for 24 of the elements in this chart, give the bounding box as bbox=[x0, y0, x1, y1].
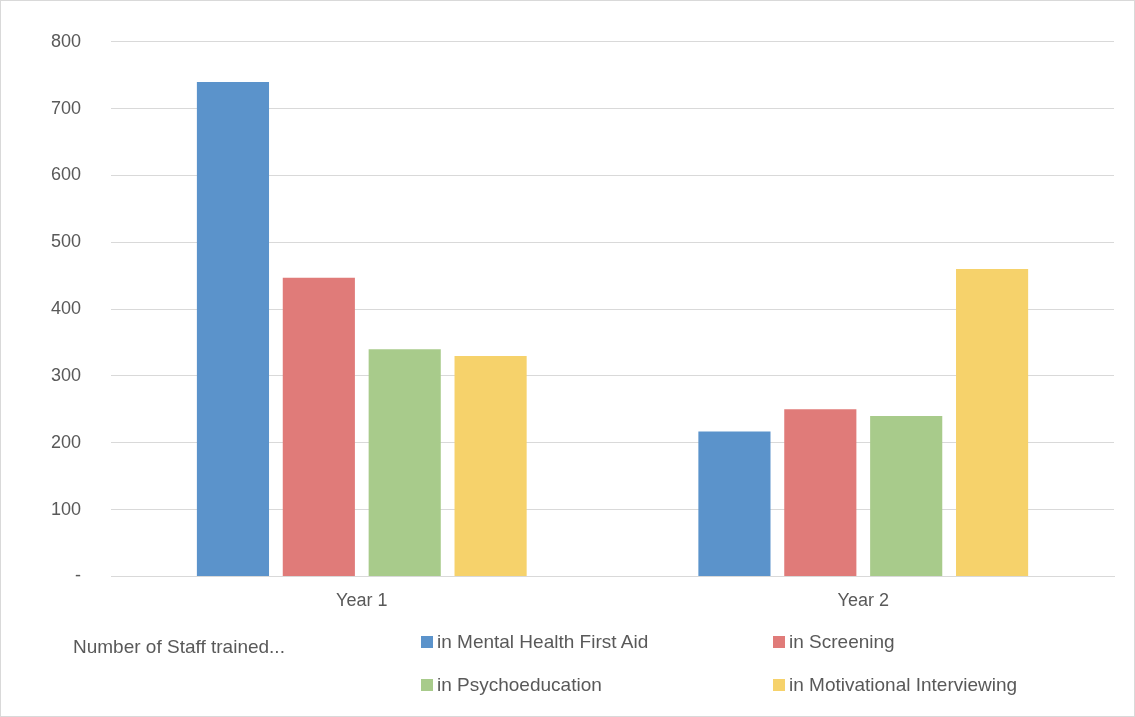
y-tick-label: 700 bbox=[50, 97, 82, 118]
legend-title: Number of Staff trained... bbox=[73, 636, 285, 658]
bar bbox=[784, 409, 857, 576]
y-tick-label: 300 bbox=[50, 364, 82, 385]
y-tick-label: 200 bbox=[50, 431, 82, 452]
y-tick-label: - bbox=[75, 565, 82, 586]
x-tick-label: Year 1 bbox=[336, 590, 388, 611]
bar bbox=[956, 269, 1029, 576]
y-tick-label: 600 bbox=[50, 164, 82, 185]
y-tick-label: 500 bbox=[50, 231, 82, 252]
bar bbox=[368, 349, 441, 576]
legend-label: in Psychoeducation bbox=[437, 674, 602, 696]
bar bbox=[454, 355, 527, 576]
bar bbox=[870, 416, 943, 576]
x-tick-label: Year 2 bbox=[837, 590, 889, 611]
y-tick-label: 400 bbox=[50, 298, 82, 319]
bar bbox=[282, 277, 355, 576]
legend-label: in Screening bbox=[789, 631, 895, 653]
legend-label: in Mental Health First Aid bbox=[437, 631, 649, 653]
y-tick-label: 100 bbox=[50, 498, 82, 519]
legend-label: in Motivational Interviewing bbox=[789, 674, 1018, 696]
bar bbox=[698, 431, 771, 576]
y-tick-label: 800 bbox=[50, 30, 82, 51]
bar bbox=[196, 81, 270, 576]
